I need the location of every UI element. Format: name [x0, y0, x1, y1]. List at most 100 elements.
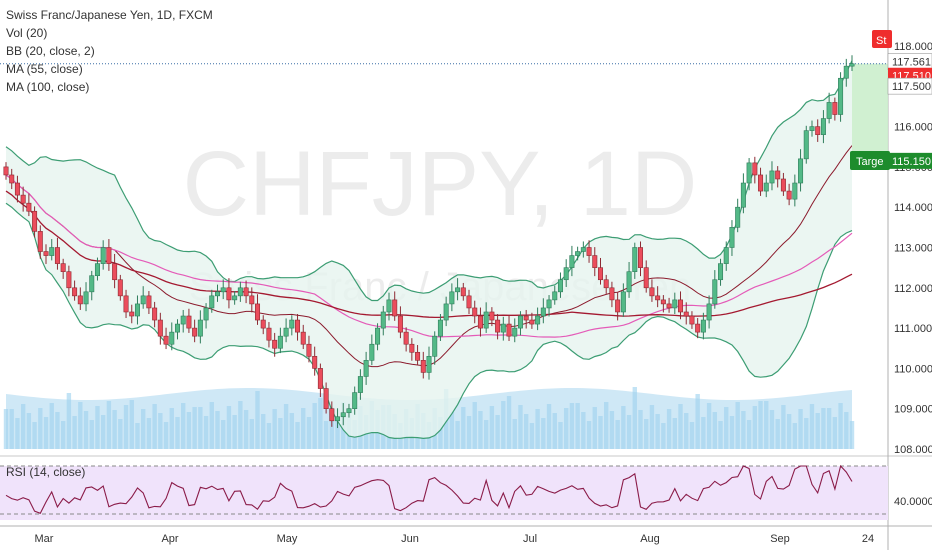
candle-body [186, 315, 192, 329]
candle-body [832, 102, 838, 115]
candle-body [369, 343, 375, 361]
candle-body [666, 303, 672, 309]
indicator-ma55[interactable]: MA (55, close) [6, 62, 83, 76]
candle-body [426, 356, 432, 373]
candle-body [255, 303, 261, 321]
candle-body [506, 323, 512, 337]
candle-body [643, 267, 649, 289]
candle-body [500, 323, 506, 333]
candle-body [192, 327, 198, 337]
price-tag [888, 152, 932, 169]
candle-body [174, 323, 180, 333]
chart-legend: Swiss Franc/Japanese Yen, 1D, FXCM Vol (… [6, 6, 213, 96]
candle-body [237, 287, 243, 297]
candle-body [329, 408, 335, 422]
candle-body [54, 247, 60, 264]
candle-body [489, 311, 495, 321]
candle-body [580, 247, 586, 252]
candle-body [609, 287, 615, 301]
candle-body [129, 311, 135, 317]
candle-body [83, 291, 89, 305]
target-label: Targe [856, 156, 884, 168]
candle-body [706, 303, 712, 321]
candle-body [838, 77, 844, 115]
candle-body [546, 299, 552, 309]
candle-body [386, 299, 392, 313]
candle-body [712, 279, 718, 305]
candle-body [249, 295, 255, 305]
candle-body [775, 170, 781, 180]
candle-body [169, 331, 175, 345]
candle-body [260, 319, 266, 329]
candle-body [266, 327, 272, 341]
candle-body [60, 263, 66, 272]
candle-body [300, 331, 306, 345]
candle-body [746, 162, 752, 184]
candle-body [20, 194, 26, 204]
candle-body [9, 174, 15, 184]
indicator-ma100[interactable]: MA (100, close) [6, 80, 90, 94]
time-tick-label: 24 [862, 533, 874, 545]
candle-body [512, 327, 518, 337]
candle-body [523, 315, 529, 321]
candle-body [346, 408, 352, 414]
candle-body [352, 392, 358, 409]
chart-title[interactable]: Swiss Franc/Japanese Yen, 1D, FXCM [6, 8, 213, 22]
candle-body [792, 182, 798, 200]
price-tick-label: 109.000 [894, 404, 932, 416]
candle-body [209, 295, 215, 309]
candle-body [752, 162, 758, 176]
candle-body [592, 255, 598, 268]
candle-body [415, 351, 421, 361]
candle-body [843, 65, 849, 79]
candle-body [363, 360, 369, 377]
candle-body [632, 247, 638, 272]
candle-body [615, 299, 621, 313]
stop-label-box [872, 30, 892, 48]
candle-body [826, 102, 832, 119]
candle-body [49, 247, 55, 256]
bollinger-upper [5, 60, 853, 302]
candle-body [763, 182, 769, 192]
indicator-volume[interactable]: Vol (20) [6, 26, 48, 40]
candle-body [718, 263, 724, 281]
rsi-legend[interactable]: RSI (14, close) [6, 465, 86, 479]
candle-body [66, 271, 72, 289]
candle-body [226, 287, 232, 301]
candle-body [460, 287, 466, 297]
candle-body [649, 287, 655, 297]
candle-body [820, 118, 826, 135]
candle-body [106, 247, 112, 264]
candle-body [117, 279, 123, 297]
candle-body [232, 295, 238, 301]
candle-body [295, 319, 301, 333]
candle-body [335, 416, 341, 422]
price-tick-label: 118.000 [894, 41, 932, 53]
candle-body [626, 271, 632, 293]
candle-body [769, 170, 775, 184]
candle-body [809, 126, 815, 131]
candle-body [740, 182, 746, 208]
price-tag-label: 115.150 [892, 156, 931, 168]
indicator-bollinger[interactable]: BB (20, close, 2) [6, 44, 95, 58]
candle-body [112, 263, 118, 281]
candle-body [283, 327, 289, 337]
candle-body [32, 210, 38, 232]
candle-body [437, 319, 443, 337]
candle-body [215, 291, 221, 297]
candle-body [477, 315, 483, 329]
candle-body [3, 166, 9, 176]
bollinger-band-area [6, 60, 852, 439]
candle-body [529, 319, 535, 325]
time-tick-label: Aug [640, 533, 660, 545]
target-zone [852, 63, 888, 161]
time-tick-label: Mar [35, 533, 54, 545]
candle-body [723, 247, 729, 264]
candle-body [586, 247, 592, 256]
candle-body [780, 178, 786, 192]
candle-body [277, 335, 283, 349]
candle-body [409, 343, 415, 353]
candle-body [432, 335, 438, 357]
candle-body [317, 368, 323, 389]
